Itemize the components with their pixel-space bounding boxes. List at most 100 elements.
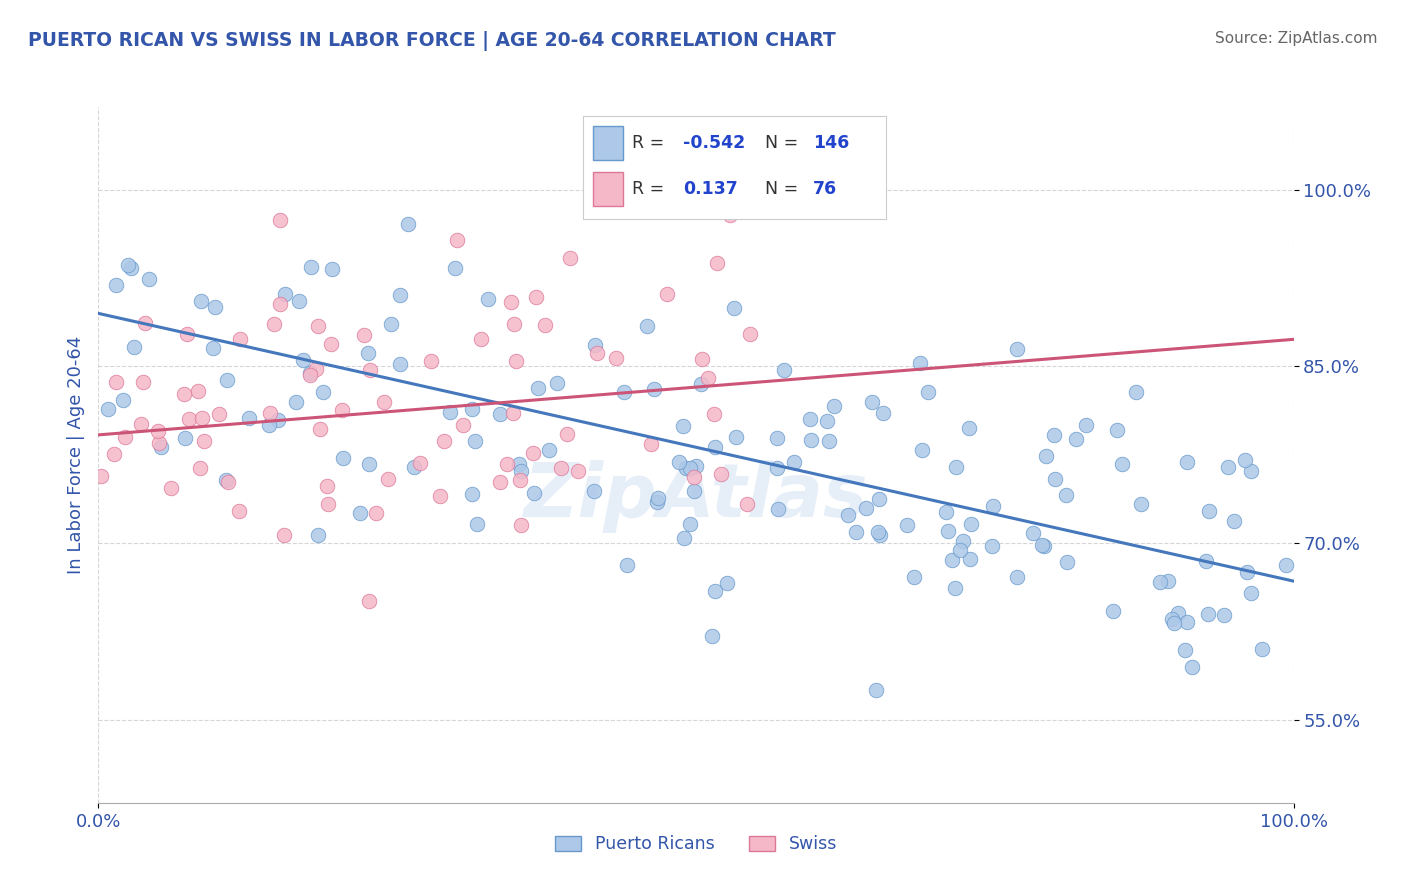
- Point: [465, 517, 488, 532]
- Point: [389, 287, 412, 301]
- Point: [332, 450, 354, 465]
- Point: [132, 376, 155, 390]
- Point: [503, 317, 526, 331]
- Point: [837, 508, 859, 523]
- Point: [404, 460, 426, 475]
- Text: ZipAtlas: ZipAtlas: [523, 460, 869, 533]
- Point: [508, 457, 530, 471]
- Point: [1074, 417, 1097, 432]
- Point: [1125, 384, 1147, 399]
- Point: [1275, 558, 1298, 573]
- Point: [1066, 432, 1088, 446]
- Point: [943, 581, 966, 595]
- Point: [679, 461, 702, 475]
- Point: [872, 406, 894, 420]
- Point: [267, 413, 290, 427]
- Point: [496, 457, 519, 471]
- Point: [353, 328, 375, 343]
- Point: [716, 575, 738, 590]
- Point: [645, 494, 668, 508]
- Point: [451, 418, 474, 433]
- Point: [868, 491, 890, 506]
- Point: [208, 407, 231, 421]
- Point: [800, 434, 823, 448]
- Point: [672, 419, 695, 434]
- Point: [866, 525, 889, 540]
- Point: [605, 351, 627, 366]
- Point: [782, 455, 804, 469]
- Point: [724, 430, 747, 444]
- Point: [120, 261, 142, 276]
- Point: [941, 553, 963, 567]
- Point: [505, 353, 527, 368]
- Point: [409, 456, 432, 470]
- Point: [215, 373, 238, 387]
- Point: [700, 629, 723, 643]
- Point: [550, 461, 572, 475]
- Point: [305, 361, 328, 376]
- Point: [299, 366, 322, 380]
- Point: [1163, 615, 1185, 630]
- Point: [860, 394, 883, 409]
- Point: [187, 384, 209, 398]
- Point: [1031, 537, 1053, 551]
- Point: [269, 297, 291, 311]
- Point: [585, 345, 607, 359]
- Point: [299, 260, 322, 274]
- Text: N =: N =: [765, 134, 799, 153]
- Point: [917, 385, 939, 400]
- Point: [703, 440, 725, 454]
- Point: [1181, 659, 1204, 673]
- Point: [439, 405, 461, 419]
- Point: [509, 517, 531, 532]
- Point: [238, 411, 260, 425]
- Point: [643, 382, 665, 396]
- Point: [499, 294, 522, 309]
- Point: [396, 217, 419, 231]
- Point: [735, 497, 758, 511]
- Point: [319, 337, 342, 351]
- Point: [488, 475, 510, 489]
- Point: [908, 356, 931, 370]
- Point: [582, 484, 605, 499]
- Point: [845, 524, 868, 539]
- Point: [299, 368, 322, 382]
- Point: [640, 436, 662, 450]
- Point: [259, 418, 281, 433]
- Point: [703, 407, 725, 421]
- Point: [949, 543, 972, 558]
- Point: [1222, 514, 1244, 528]
- Text: PUERTO RICAN VS SWISS IN LABOR FORCE | AGE 20-64 CORRELATION CHART: PUERTO RICAN VS SWISS IN LABOR FORCE | A…: [28, 31, 837, 51]
- Point: [558, 251, 581, 265]
- Point: [689, 377, 711, 392]
- Point: [555, 426, 578, 441]
- Text: R =: R =: [631, 134, 669, 153]
- Point: [683, 484, 706, 499]
- Point: [509, 473, 531, 487]
- Point: [1236, 565, 1258, 579]
- Point: [357, 346, 380, 360]
- Point: [273, 527, 295, 541]
- Point: [315, 479, 337, 493]
- Point: [114, 430, 136, 444]
- Point: [502, 406, 524, 420]
- Point: [706, 256, 728, 270]
- Point: [1175, 615, 1198, 629]
- Point: [321, 262, 343, 277]
- Point: [534, 318, 557, 333]
- Point: [288, 294, 311, 309]
- Point: [823, 399, 845, 413]
- Point: [697, 371, 720, 385]
- Point: [685, 459, 707, 474]
- Point: [129, 417, 152, 432]
- Point: [583, 338, 606, 352]
- Point: [105, 278, 128, 293]
- Point: [312, 385, 335, 400]
- Point: [1101, 604, 1123, 618]
- Point: [309, 422, 332, 436]
- Point: [429, 489, 451, 503]
- Point: [655, 287, 678, 301]
- Point: [1032, 539, 1054, 553]
- Point: [636, 318, 658, 333]
- Point: [1157, 574, 1180, 589]
